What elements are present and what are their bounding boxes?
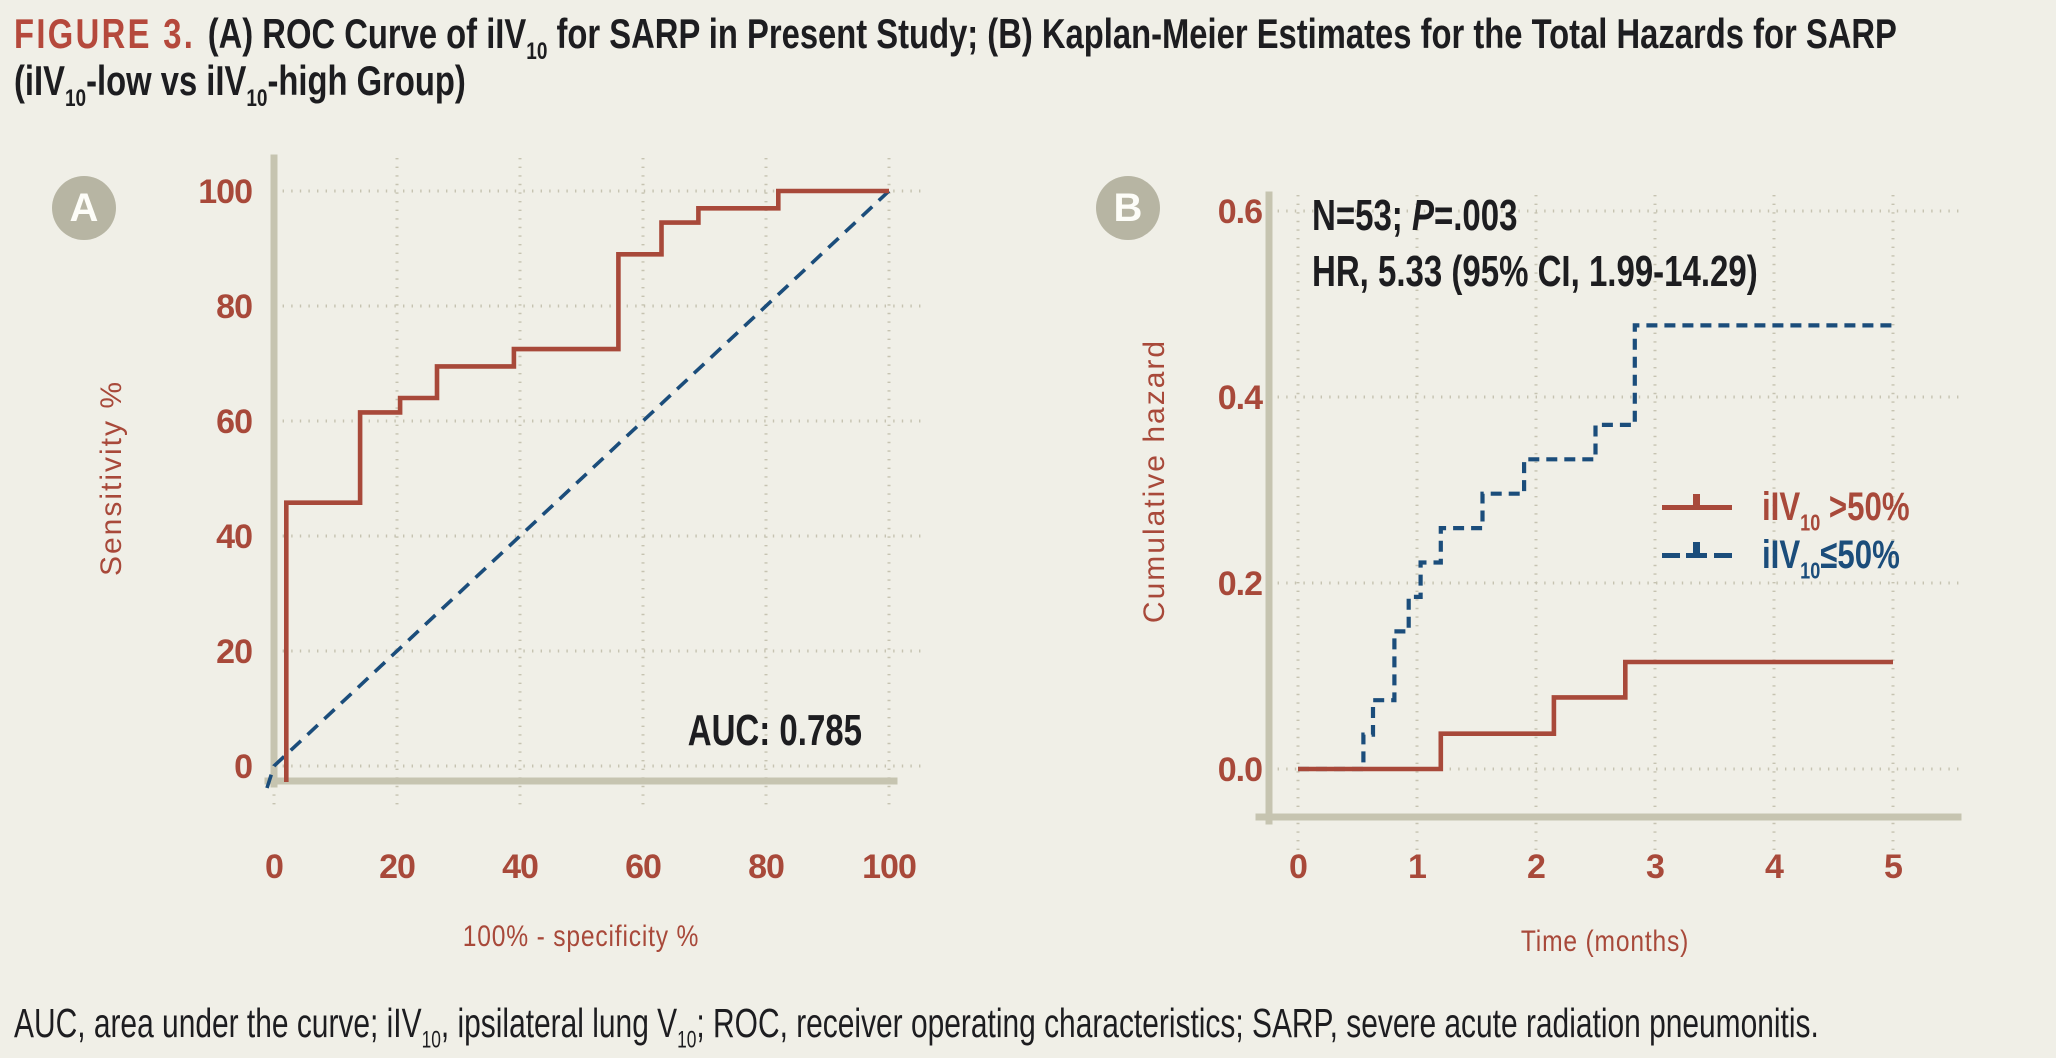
legend-item-le50: iIV10≤50%: [1662, 533, 1951, 582]
y-tick-label: 0.6: [1218, 193, 1262, 231]
figure-title-line1: FIGURE 3. (A) ROC Curve of iIV10 for SARP…: [14, 10, 1897, 65]
x-tick-label: 80: [748, 848, 784, 886]
figure-title-block: FIGURE 3. (A) ROC Curve of iIV10 for SARP…: [14, 10, 2056, 112]
panel-b-badge-letter: B: [1113, 185, 1143, 230]
series-reference: [265, 189, 891, 789]
figure-label: FIGURE 3.: [14, 10, 196, 57]
y-tick-label: 0: [234, 748, 252, 786]
kaplan-meier-chart: 0 1 2 3 4 5 0.0 0.2 0.4 0.6: [1218, 191, 1962, 886]
panel-a-badge-letter: A: [69, 185, 99, 230]
series-le50: [1298, 323, 1893, 772]
km-stats-line1: N=53; P=.003: [1312, 191, 1518, 240]
x-tick-label: 4: [1765, 848, 1784, 886]
figure-caption: AUC, area under the curve; iIV10, ipsila…: [14, 1000, 1819, 1054]
panel-b-y-axis-title: Cumulative hazard: [1138, 338, 1171, 624]
y-tick-label: 0.4: [1218, 379, 1263, 417]
y-tick-label: 100: [198, 173, 252, 211]
x-tick-label: 20: [379, 848, 415, 886]
x-tick-label: 0: [1289, 848, 1307, 886]
y-tick-label: 60: [216, 403, 252, 441]
legend-marker-dashed-blue-icon: [1662, 542, 1732, 568]
legend-marker-solid-red-icon: [1662, 494, 1732, 520]
y-tick-label: 0.2: [1218, 565, 1262, 603]
series-roc: [284, 188, 889, 782]
km-legend: iIV10 >50% iIV10≤50%: [1662, 485, 1951, 582]
x-tick-label: 40: [502, 848, 538, 886]
panel-a-y-axis-title: Sensitivity %: [95, 379, 128, 577]
panel-a-badge: A: [52, 176, 116, 240]
x-tick-label: 0: [265, 848, 283, 886]
y-tick-label: 80: [216, 288, 252, 326]
y-tick-label: 0.0: [1218, 751, 1262, 789]
panel-b-x-axis-title: Time (months): [1520, 925, 1690, 958]
km-stats-annotation: N=53; P=.003 HR, 5.33 (95% CI, 1.99-14.2…: [1312, 188, 1758, 300]
x-tick-label: 3: [1646, 848, 1664, 886]
legend-label-le50: iIV10≤50%: [1762, 532, 1900, 583]
legend-label-gt50: iIV10 >50%: [1762, 484, 1910, 535]
x-tick-label: 60: [625, 848, 661, 886]
x-tick-label: 2: [1527, 848, 1545, 886]
x-tick-label: 100: [862, 848, 916, 886]
auc-annotation: AUC: 0.785: [687, 706, 862, 755]
figure-title-text1: (A) ROC Curve of iIV10 for SARP in Prese…: [207, 10, 1897, 65]
panel-b-badge: B: [1096, 176, 1160, 240]
km-stats-line2: HR, 5.33 (95% CI, 1.99-14.29): [1312, 247, 1758, 296]
panel-a-x-axis-title: 100% - specificity %: [462, 920, 700, 953]
roc-chart: 0 20 40 60 80 100 0 20 40 60 80 100: [198, 154, 924, 886]
figure-title-line2: (iIV10-low vs iIV10-high Group): [14, 57, 466, 112]
y-tick-label: 40: [216, 518, 252, 556]
y-tick-label: 20: [216, 633, 252, 671]
x-tick-label: 5: [1884, 848, 1902, 886]
x-tick-label: 1: [1408, 848, 1426, 886]
legend-item-gt50: iIV10 >50%: [1662, 485, 1951, 534]
series-gt50: [1298, 659, 1893, 772]
